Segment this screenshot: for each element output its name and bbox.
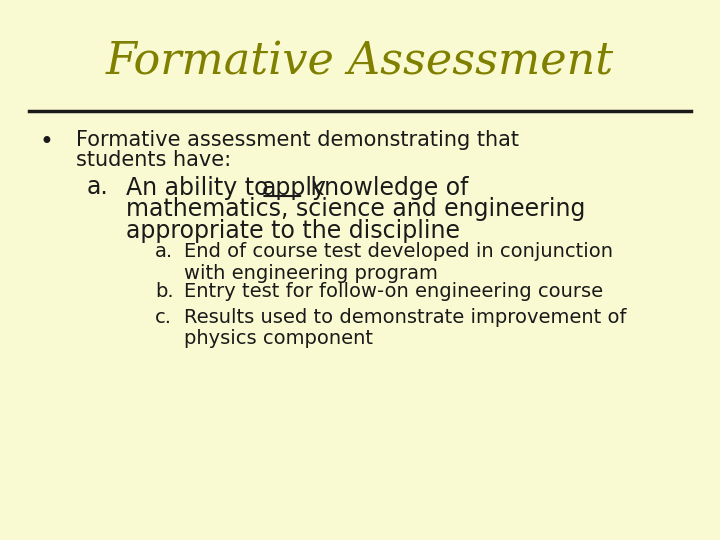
Text: Results used to demonstrate improvement of: Results used to demonstrate improvement …	[184, 308, 626, 327]
Text: Formative Assessment: Formative Assessment	[106, 40, 614, 84]
Text: b.: b.	[155, 282, 174, 301]
Text: apply: apply	[261, 176, 326, 199]
Text: An ability to: An ability to	[126, 176, 276, 199]
Text: c.: c.	[155, 308, 172, 327]
Text: students have:: students have:	[76, 150, 230, 170]
Text: End of course test developed in conjunction: End of course test developed in conjunct…	[184, 242, 613, 261]
Text: a.: a.	[86, 176, 108, 199]
Text: knowledge of: knowledge of	[303, 176, 469, 199]
Text: with engineering program: with engineering program	[184, 264, 438, 282]
Text: a.: a.	[155, 242, 173, 261]
Text: mathematics, science and engineering: mathematics, science and engineering	[126, 197, 585, 221]
Text: •: •	[40, 130, 53, 153]
Text: Formative assessment demonstrating that: Formative assessment demonstrating that	[76, 130, 518, 150]
Text: physics component: physics component	[184, 329, 373, 348]
Text: Entry test for follow-on engineering course: Entry test for follow-on engineering cou…	[184, 282, 603, 301]
Text: appropriate to the discipline: appropriate to the discipline	[126, 219, 460, 242]
